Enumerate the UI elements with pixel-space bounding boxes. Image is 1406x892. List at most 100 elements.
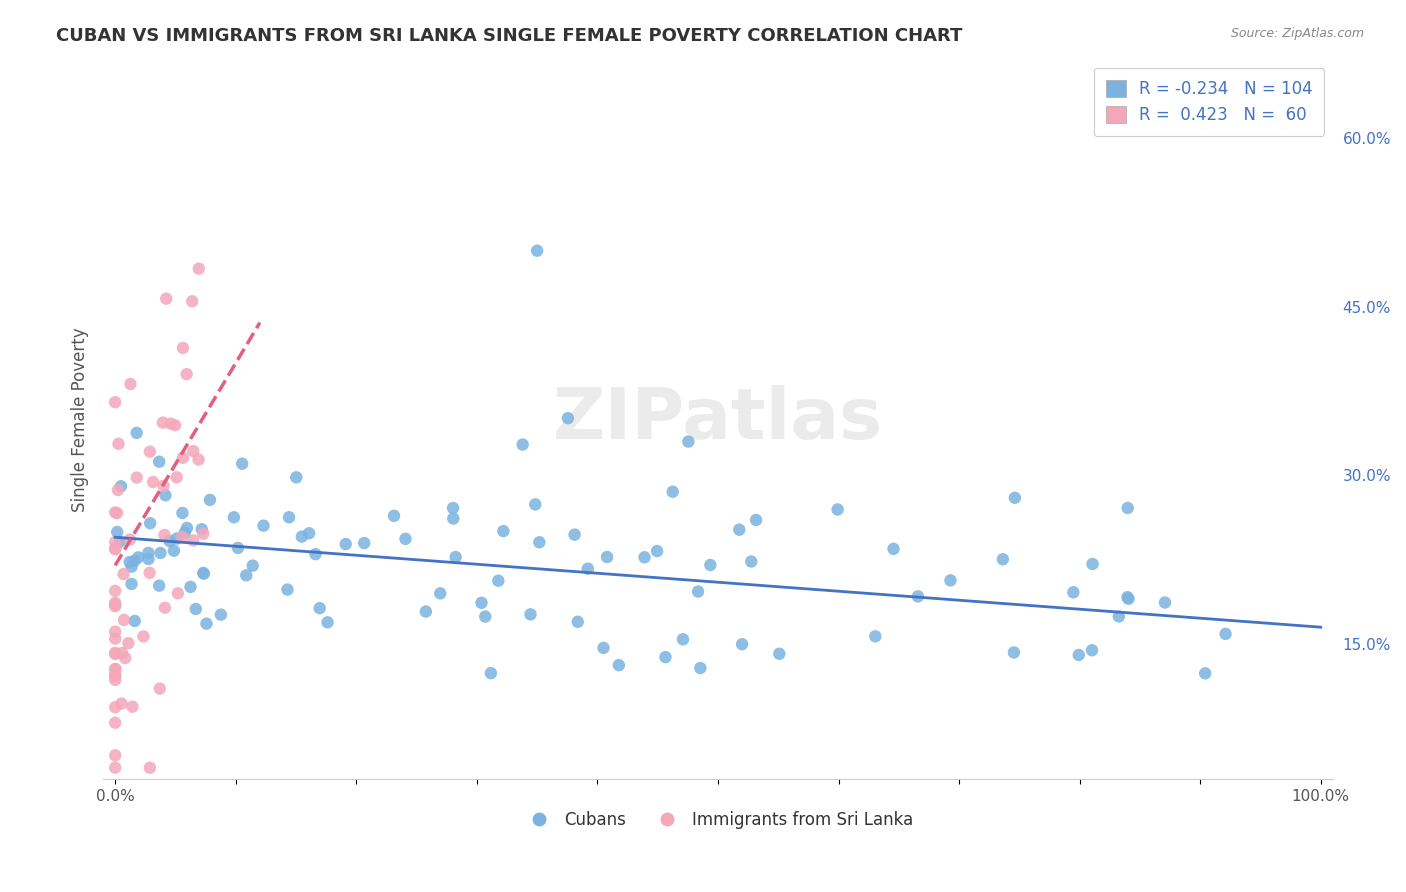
Immigrants from Sri Lanka xyxy=(104,599,127,614)
Cubans xyxy=(444,550,467,565)
Cubans xyxy=(172,506,194,520)
Cubans xyxy=(576,562,599,576)
Cubans xyxy=(176,521,198,535)
Immigrants from Sri Lanka xyxy=(104,662,127,676)
Immigrants from Sri Lanka xyxy=(121,699,143,714)
Immigrants from Sri Lanka xyxy=(153,528,176,542)
Immigrants from Sri Lanka xyxy=(104,583,127,598)
Cubans xyxy=(1118,591,1140,606)
Immigrants from Sri Lanka xyxy=(104,700,127,714)
Immigrants from Sri Lanka xyxy=(138,566,160,580)
Immigrants from Sri Lanka xyxy=(104,632,127,646)
Cubans xyxy=(138,552,160,566)
Cubans xyxy=(907,590,929,604)
Immigrants from Sri Lanka xyxy=(139,444,162,458)
Immigrants from Sri Lanka xyxy=(187,261,209,276)
Immigrants from Sri Lanka xyxy=(104,596,127,610)
Cubans xyxy=(193,566,215,580)
Immigrants from Sri Lanka xyxy=(104,598,127,612)
Cubans xyxy=(1004,491,1026,505)
Immigrants from Sri Lanka xyxy=(181,294,204,309)
Immigrants from Sri Lanka xyxy=(104,669,127,683)
Cubans xyxy=(939,574,962,588)
Cubans xyxy=(474,609,496,624)
Cubans xyxy=(512,437,534,451)
Immigrants from Sri Lanka xyxy=(111,646,134,660)
Y-axis label: Single Female Poverty: Single Female Poverty xyxy=(72,327,89,512)
Cubans xyxy=(1081,643,1104,657)
Cubans xyxy=(242,558,264,573)
Cubans xyxy=(745,513,768,527)
Immigrants from Sri Lanka xyxy=(104,395,127,409)
Immigrants from Sri Lanka xyxy=(153,600,176,615)
Immigrants from Sri Lanka xyxy=(104,535,127,549)
Cubans xyxy=(316,615,339,630)
Cubans xyxy=(285,470,308,484)
Cubans xyxy=(567,615,589,629)
Cubans xyxy=(110,479,132,493)
Immigrants from Sri Lanka xyxy=(181,533,204,548)
Immigrants from Sri Lanka xyxy=(104,542,127,557)
Cubans xyxy=(415,605,437,619)
Cubans xyxy=(645,544,668,558)
Immigrants from Sri Lanka xyxy=(187,452,209,467)
Cubans xyxy=(865,629,887,643)
Cubans xyxy=(1062,585,1084,599)
Cubans xyxy=(127,550,149,565)
Cubans xyxy=(689,661,711,675)
Cubans xyxy=(138,546,160,560)
Immigrants from Sri Lanka xyxy=(152,416,174,430)
Immigrants from Sri Lanka xyxy=(167,586,190,600)
Cubans xyxy=(991,552,1014,566)
Cubans xyxy=(124,554,146,568)
Cubans xyxy=(124,614,146,628)
Cubans xyxy=(564,527,586,541)
Cubans xyxy=(740,555,762,569)
Cubans xyxy=(121,577,143,591)
Cubans xyxy=(278,510,301,524)
Cubans xyxy=(335,537,357,551)
Immigrants from Sri Lanka xyxy=(117,636,139,650)
Immigrants from Sri Lanka xyxy=(104,667,127,681)
Cubans xyxy=(304,547,326,561)
Cubans xyxy=(728,523,751,537)
Cubans xyxy=(166,532,188,546)
Immigrants from Sri Lanka xyxy=(118,533,141,547)
Cubans xyxy=(607,658,630,673)
Immigrants from Sri Lanka xyxy=(176,367,198,381)
Immigrants from Sri Lanka xyxy=(104,662,127,676)
Immigrants from Sri Lanka xyxy=(107,436,129,450)
Immigrants from Sri Lanka xyxy=(139,761,162,775)
Cubans xyxy=(678,434,700,449)
Immigrants from Sri Lanka xyxy=(104,715,127,730)
Cubans xyxy=(179,580,201,594)
Cubans xyxy=(353,536,375,550)
Cubans xyxy=(149,546,172,560)
Immigrants from Sri Lanka xyxy=(193,526,215,541)
Immigrants from Sri Lanka xyxy=(104,541,127,556)
Cubans xyxy=(148,455,170,469)
Cubans xyxy=(382,508,405,523)
Cubans xyxy=(209,607,232,622)
Immigrants from Sri Lanka xyxy=(149,681,172,696)
Cubans xyxy=(105,524,128,539)
Cubans xyxy=(291,530,314,544)
Cubans xyxy=(121,559,143,574)
Cubans xyxy=(190,522,212,536)
Immigrants from Sri Lanka xyxy=(172,341,194,355)
Immigrants from Sri Lanka xyxy=(181,444,204,458)
Cubans xyxy=(441,501,464,516)
Immigrants from Sri Lanka xyxy=(155,292,177,306)
Text: CUBAN VS IMMIGRANTS FROM SRI LANKA SINGLE FEMALE POVERTY CORRELATION CHART: CUBAN VS IMMIGRANTS FROM SRI LANKA SINGL… xyxy=(56,27,963,45)
Cubans xyxy=(654,650,676,665)
Cubans xyxy=(827,502,849,516)
Cubans xyxy=(596,549,619,564)
Cubans xyxy=(125,425,148,440)
Cubans xyxy=(231,457,253,471)
Cubans xyxy=(526,244,548,258)
Immigrants from Sri Lanka xyxy=(105,506,128,520)
Cubans xyxy=(235,568,257,582)
Cubans xyxy=(184,602,207,616)
Immigrants from Sri Lanka xyxy=(112,567,135,582)
Cubans xyxy=(883,541,905,556)
